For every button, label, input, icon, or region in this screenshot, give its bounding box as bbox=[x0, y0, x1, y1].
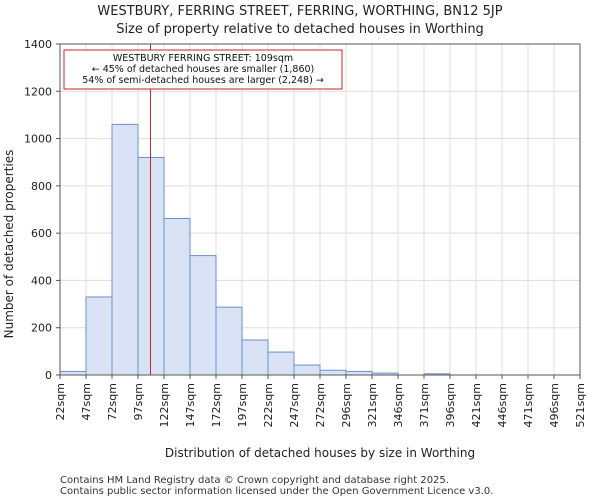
chart-title: WESTBURY, FERRING STREET, FERRING, WORTH… bbox=[97, 4, 502, 19]
histogram-bar bbox=[189, 255, 217, 376]
annotation-line-1: WESTBURY FERRING STREET: 109sqm bbox=[113, 53, 293, 64]
y-tick-label: 400 bbox=[31, 274, 52, 287]
histogram-bar bbox=[293, 364, 321, 376]
x-tick-label: 496sqm bbox=[548, 383, 561, 427]
y-tick-label: 600 bbox=[31, 227, 52, 240]
x-tick-label: 147sqm bbox=[184, 383, 197, 427]
annotation-line-3: 54% of semi-detached houses are larger (… bbox=[82, 75, 324, 86]
histogram-bar bbox=[215, 306, 243, 376]
x-tick-label: 296sqm bbox=[340, 383, 353, 427]
x-axis-ticks: 22sqm 47sqm 72sqm 97sqm 122sqm 147sqm 172sqm 19… bbox=[54, 375, 587, 427]
histogram-bar bbox=[267, 351, 295, 376]
x-tick-label: 122sqm bbox=[158, 383, 171, 427]
x-tick-label: 521sqm bbox=[574, 383, 587, 427]
x-tick-label: 371sqm bbox=[418, 383, 431, 427]
footer-line-1: Contains HM Land Registry data © Crown c… bbox=[60, 475, 449, 486]
histogram-bar bbox=[319, 369, 347, 376]
x-tick-label: 22sqm bbox=[54, 383, 67, 420]
footer-line-2: Contains public sector information licen… bbox=[60, 486, 493, 497]
annotation-line-2: ← 45% of detached houses are smaller (1,… bbox=[92, 64, 315, 75]
x-tick-label: 446sqm bbox=[496, 383, 509, 427]
x-tick-label: 471sqm bbox=[522, 383, 535, 427]
chart-subtitle: Size of property relative to detached ho… bbox=[116, 22, 484, 37]
y-tick-label: 800 bbox=[31, 180, 52, 193]
x-tick-label: 172sqm bbox=[210, 383, 223, 427]
bars bbox=[59, 123, 451, 376]
x-tick-label: 421sqm bbox=[470, 383, 483, 427]
x-tick-label: 321sqm bbox=[366, 383, 379, 427]
x-tick-label: 346sqm bbox=[392, 383, 405, 427]
y-tick-label: 1200 bbox=[24, 85, 52, 98]
x-tick-label: 222sqm bbox=[262, 383, 275, 427]
x-tick-label: 72sqm bbox=[106, 383, 119, 420]
marker-annotation: WESTBURY FERRING STREET: 109sqm ← 45% of… bbox=[63, 49, 343, 90]
y-tick-label: 0 bbox=[45, 369, 52, 382]
y-axis-label: Number of detached properties bbox=[2, 150, 16, 339]
histogram-bar bbox=[137, 156, 165, 376]
x-tick-label: 272sqm bbox=[314, 383, 327, 427]
histogram-bar bbox=[241, 339, 269, 376]
histogram-bar bbox=[345, 370, 373, 376]
x-tick-label: 47sqm bbox=[80, 383, 93, 420]
x-axis-label: Distribution of detached houses by size … bbox=[165, 446, 475, 460]
x-tick-label: 247sqm bbox=[288, 383, 301, 427]
histogram-bar bbox=[59, 370, 87, 376]
histogram-bar bbox=[85, 296, 113, 376]
histogram-bar bbox=[163, 217, 191, 376]
x-tick-label: 396sqm bbox=[444, 383, 457, 427]
histogram-bar bbox=[111, 123, 139, 376]
y-tick-label: 1400 bbox=[24, 38, 52, 51]
y-tick-label: 200 bbox=[31, 322, 52, 335]
y-axis-ticks: 0 200 400 600 800 1000 1200 1400 bbox=[24, 38, 60, 382]
x-tick-label: 197sqm bbox=[236, 383, 249, 427]
y-tick-label: 1000 bbox=[24, 133, 52, 146]
annotation-box bbox=[63, 49, 343, 90]
x-tick-label: 97sqm bbox=[132, 383, 145, 420]
